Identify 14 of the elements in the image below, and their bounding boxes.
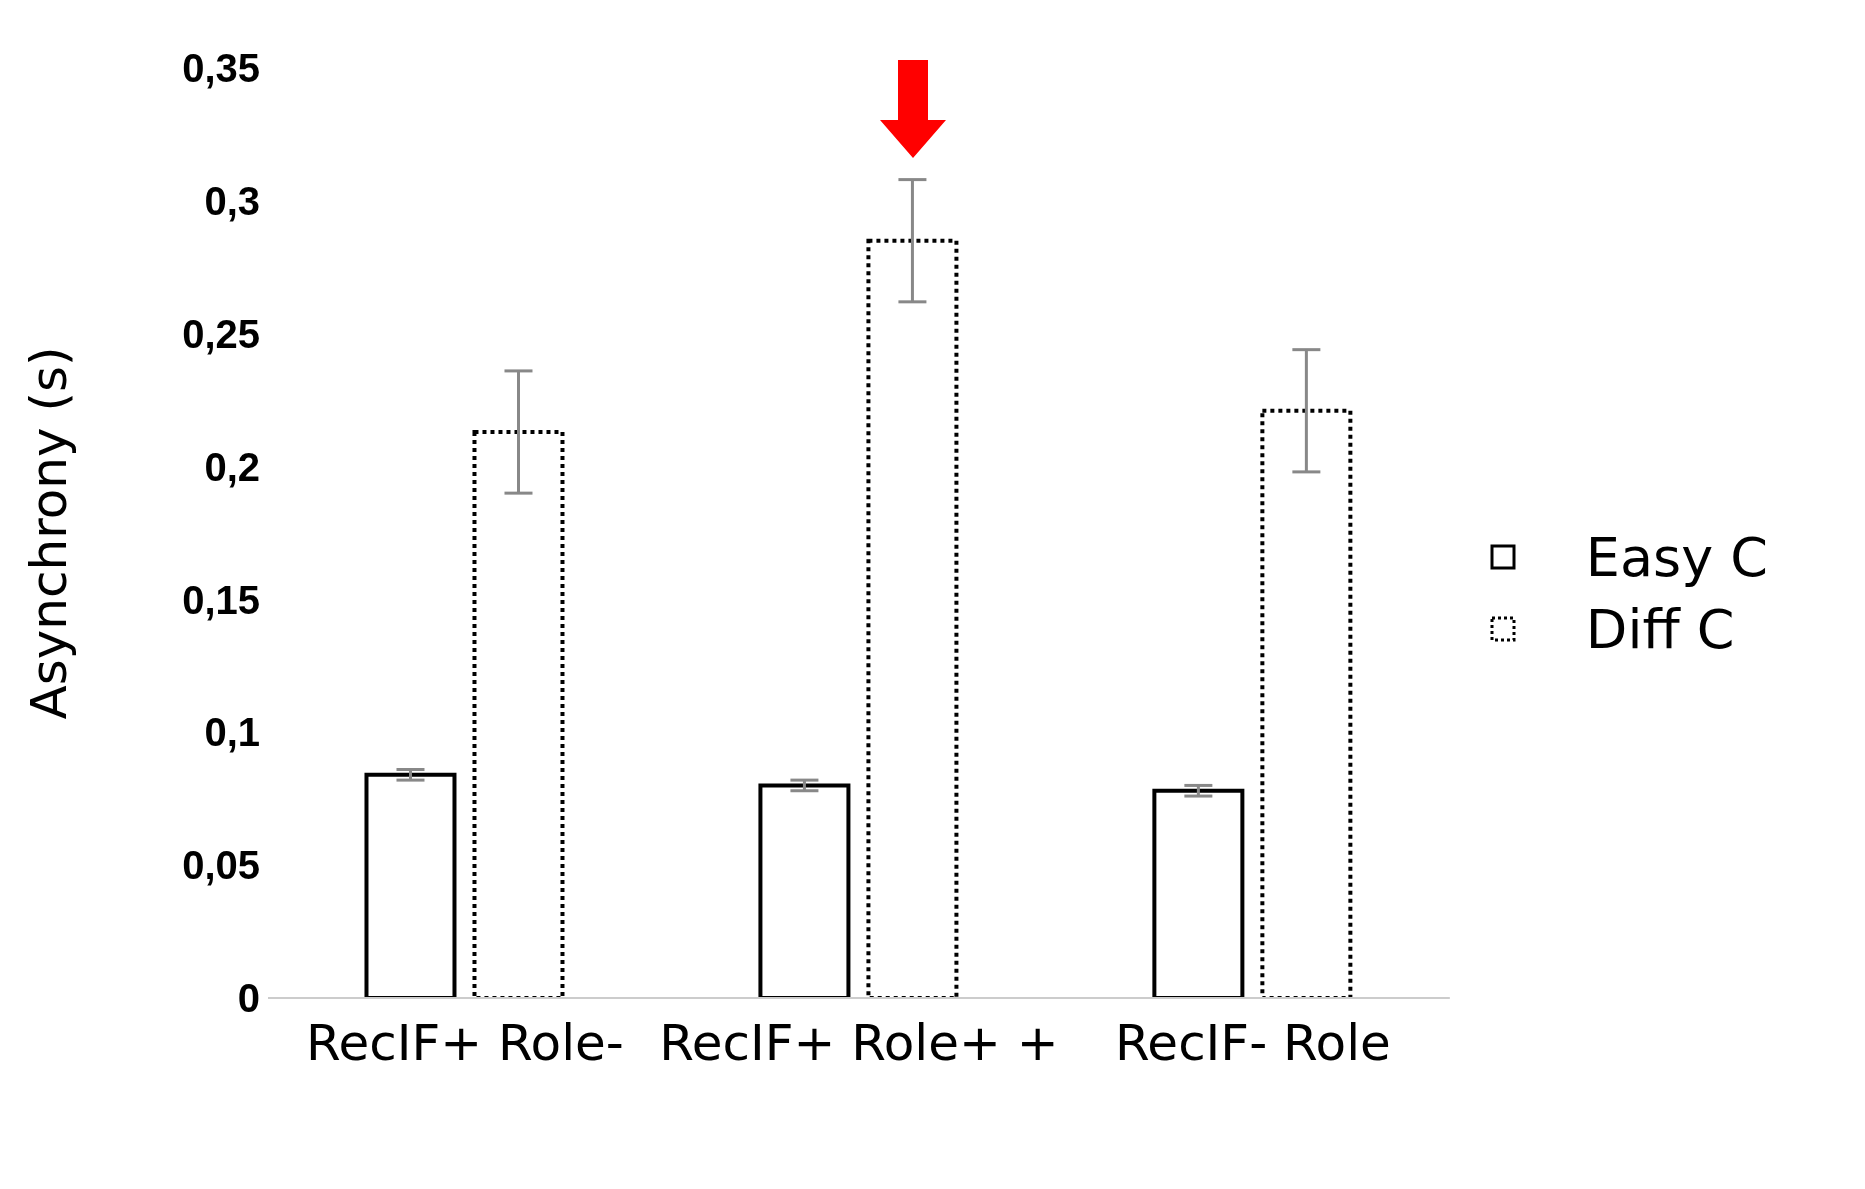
x-tick-label: RecIF+ Role- bbox=[306, 1013, 624, 1072]
y-tick-label: 0,15 bbox=[182, 577, 260, 622]
y-tick-label: 0,25 bbox=[182, 311, 260, 356]
y-tick-label: 0,1 bbox=[204, 710, 260, 755]
y-tick-label: 0,35 bbox=[182, 46, 260, 91]
legend-label: Easy C bbox=[1585, 525, 1768, 589]
y-axis-title: Asynchrony (s) bbox=[19, 346, 78, 720]
y-tick-label: 0,2 bbox=[204, 444, 260, 489]
x-tick-label: RecIF+ Role+ + bbox=[659, 1013, 1059, 1072]
y-tick-label: 0,05 bbox=[182, 843, 260, 888]
y-tick-label: 0,3 bbox=[204, 179, 260, 224]
y-tick-label: 0 bbox=[237, 976, 260, 1021]
x-tick-label: RecIF- Role bbox=[1114, 1013, 1391, 1072]
legend-label: Diff C bbox=[1585, 597, 1735, 661]
